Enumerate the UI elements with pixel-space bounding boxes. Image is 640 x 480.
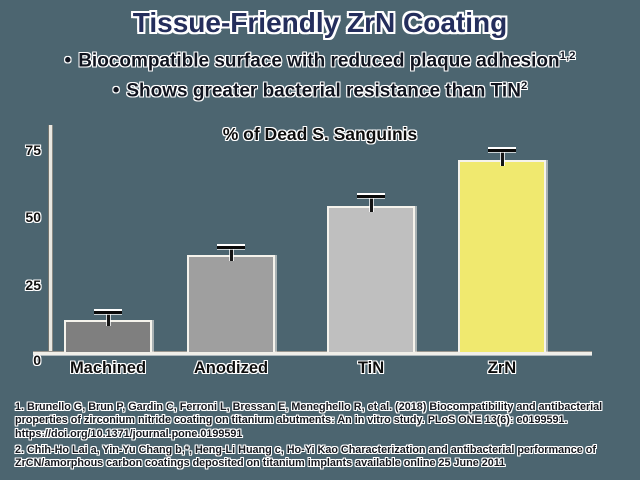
x-axis-line [33, 351, 592, 355]
footnotes: 1. Brunello G, Brun P, Gardin C, Ferroni… [15, 401, 627, 473]
y-tick-label-75: 75 [25, 141, 41, 158]
y-axis-line [48, 125, 53, 355]
plot-area: 0 25 50 75 Machined Anodized TiN ZrN [25, 125, 600, 377]
citation-superscript: 2 [520, 80, 528, 92]
citation-superscript: 1,2 [559, 50, 576, 62]
footnote-1: 1. Brunello G, Brun P, Gardin C, Ferroni… [15, 401, 603, 440]
error-bar-cap-anodized [217, 246, 245, 250]
bar-tin [327, 206, 415, 352]
page-title: Tissue-Friendly ZrN Coating [132, 7, 508, 38]
error-bar-stem-tin [369, 198, 373, 213]
error-bar-stem-machined [106, 314, 110, 326]
error-bar-cap-tin [357, 195, 385, 199]
bullet-item-bacterial-resistance: • Shows greater bacterial resistance than… [0, 80, 640, 102]
bullet-text: Shows greater bacterial resistance than … [126, 80, 521, 102]
chart-title: % of Dead S. Sanguinis [222, 124, 418, 144]
x-category-label-zrn: ZrN [487, 359, 517, 377]
bullet-icon: • [64, 50, 72, 72]
x-category-label-anodized: Anodized [193, 359, 269, 377]
error-bar-stem-zrn [500, 152, 504, 167]
bullet-icon: • [112, 80, 120, 102]
error-bar-stem-anodized [229, 249, 233, 261]
bullet-text: Biocompatible surface with reduced plaqu… [78, 50, 560, 72]
bar-zrn [458, 160, 546, 352]
y-tick-label-25: 25 [25, 276, 41, 293]
y-tick-label-0: 0 [33, 352, 41, 368]
footnote-2: 2. Chih-Ho Lai a, Yin-Yu Chang b,*, Heng… [15, 443, 596, 470]
y-tick-label-50: 50 [25, 209, 41, 226]
error-bar-cap-machined [94, 311, 122, 315]
x-category-label-machined: Machined [69, 359, 147, 377]
bullet-item-biocompatible: • Biocompatible surface with reduced plaq… [0, 50, 640, 72]
x-category-label-tin: TiN [357, 359, 385, 377]
bar-anodized [187, 254, 275, 352]
error-bar-cap-zrn [488, 149, 516, 153]
